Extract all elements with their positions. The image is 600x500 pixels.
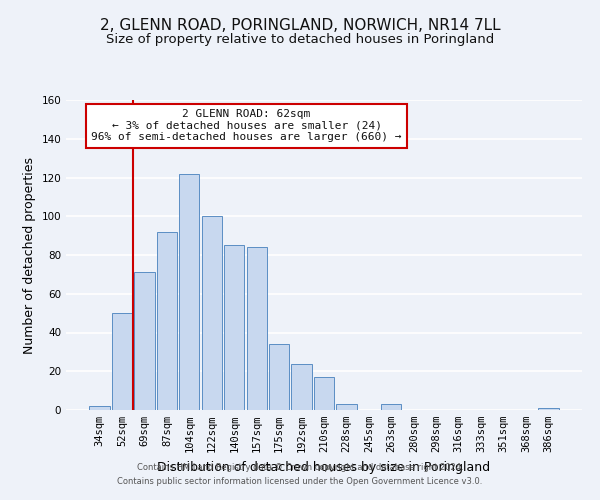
Bar — [157, 232, 177, 410]
Bar — [202, 216, 222, 410]
Text: Size of property relative to detached houses in Poringland: Size of property relative to detached ho… — [106, 32, 494, 46]
Text: 2, GLENN ROAD, PORINGLAND, NORWICH, NR14 7LL: 2, GLENN ROAD, PORINGLAND, NORWICH, NR14… — [100, 18, 500, 32]
Bar — [134, 272, 155, 410]
Bar — [179, 174, 199, 410]
Text: Contains public sector information licensed under the Open Government Licence v3: Contains public sector information licen… — [118, 477, 482, 486]
Y-axis label: Number of detached properties: Number of detached properties — [23, 156, 36, 354]
Bar — [292, 364, 311, 410]
Bar — [538, 408, 559, 410]
Bar — [381, 404, 401, 410]
Text: 2 GLENN ROAD: 62sqm
← 3% of detached houses are smaller (24)
96% of semi-detache: 2 GLENN ROAD: 62sqm ← 3% of detached hou… — [91, 110, 402, 142]
Bar — [224, 246, 244, 410]
X-axis label: Distribution of detached houses by size in Poringland: Distribution of detached houses by size … — [157, 460, 491, 473]
Bar — [112, 313, 132, 410]
Text: Contains HM Land Registry data © Crown copyright and database right 2024.: Contains HM Land Registry data © Crown c… — [137, 464, 463, 472]
Bar — [89, 406, 110, 410]
Bar — [247, 247, 267, 410]
Bar — [314, 377, 334, 410]
Bar — [269, 344, 289, 410]
Bar — [337, 404, 356, 410]
